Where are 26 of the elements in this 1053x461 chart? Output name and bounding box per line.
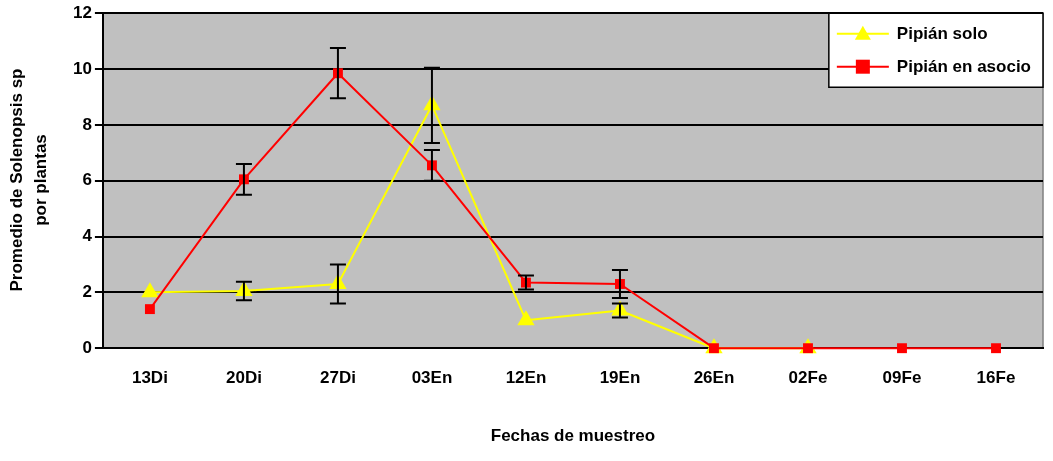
point (144, 304, 155, 315)
x-tick-label: 03En (411, 368, 453, 388)
x-tick-label: 12En (505, 368, 547, 388)
x-tick-label: 20Di (225, 368, 262, 388)
x-tick-label: 19En (599, 368, 641, 388)
x-tick-label: 09Fe (882, 368, 922, 388)
x-tick-label: 13Di (131, 368, 168, 388)
point (141, 282, 159, 298)
point (991, 343, 1001, 354)
x-tick-label: 26En (693, 368, 735, 388)
x-tick-label: 27Di (319, 368, 356, 388)
y-tick-label: 2 (82, 282, 92, 302)
y-tick-label: 10 (72, 58, 92, 78)
point (517, 310, 535, 326)
y-tick-label: 12 (72, 2, 92, 22)
y-axis-title: Promedio de Solenopsis sp por plantas (6, 67, 51, 294)
y-tick-label: 8 (82, 114, 92, 134)
y-tick-label: 0 (82, 337, 92, 357)
y-tick-label: 4 (82, 226, 93, 246)
y-tick-label: 6 (82, 170, 92, 190)
x-tick-label: 02Fe (788, 368, 828, 388)
x-tick-label: 16Fe (976, 368, 1016, 388)
legend-label: Pipián en asocio (896, 57, 1032, 77)
x-axis-title: Fechas de muestreo (490, 426, 656, 446)
legend-label: Pipián solo (896, 24, 988, 44)
point (897, 343, 907, 354)
